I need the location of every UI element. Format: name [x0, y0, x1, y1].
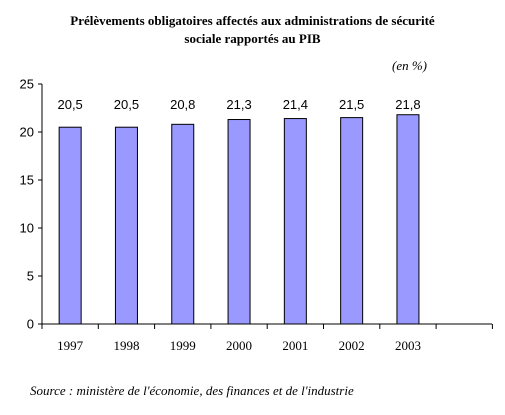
chart-title: Prélèvements obligatoires affectés aux a… [0, 12, 505, 48]
bar-2003 [396, 114, 420, 325]
unit-label: (en %) [392, 58, 428, 73]
value-label-1997: 20,5 [57, 97, 82, 112]
value-label-2002: 21,5 [339, 97, 364, 112]
x-tick-label-1998: 1998 [113, 338, 139, 353]
value-label-2000: 21,3 [226, 97, 251, 112]
y-tick-label: 5 [27, 269, 34, 284]
x-tick-label-2000: 2000 [226, 338, 252, 353]
y-tick-label: 20 [20, 125, 34, 140]
chart-title-line-1: Prélèvements obligatoires affectés aux a… [70, 13, 435, 28]
x-tick-label-1999: 1999 [170, 338, 196, 353]
value-label-1998: 20,5 [114, 97, 139, 112]
y-tick-label: 25 [20, 77, 34, 92]
bar-2001 [283, 118, 307, 325]
value-label-1999: 20,8 [170, 97, 195, 112]
y-tick-label: 10 [20, 221, 34, 236]
bar-2002 [340, 117, 364, 325]
x-tick-label-2001: 2001 [282, 338, 308, 353]
y-tick-label: 0 [27, 317, 34, 332]
x-tick-label-2002: 2002 [339, 338, 365, 353]
source-note: Source : ministère de l'économie, des fi… [30, 383, 354, 398]
bar-1997 [58, 126, 82, 325]
x-tick-label-2003: 2003 [395, 338, 421, 353]
bar-1998 [114, 126, 138, 325]
x-tick-label-1997: 1997 [57, 338, 84, 353]
value-label-2001: 21,4 [283, 97, 308, 112]
bar-1999 [171, 123, 195, 325]
chart-title-line-2: sociale rapportés au PIB [184, 31, 321, 46]
y-tick-label: 15 [20, 173, 34, 188]
value-label-2003: 21,8 [395, 97, 420, 112]
bar-2000 [227, 119, 251, 325]
